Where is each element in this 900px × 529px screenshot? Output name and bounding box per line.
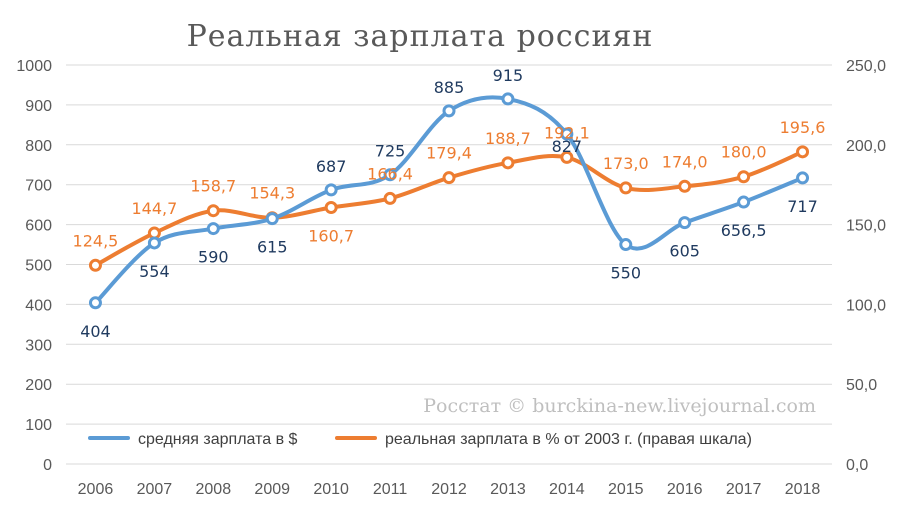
point-usd [678,216,692,230]
point-real [678,179,692,193]
data-label-real: 180,0 [721,143,767,162]
data-label-usd: 827 [552,137,583,156]
point-usd [737,195,751,209]
left-y-axis: 0 100 200 300 400 500 600 700 800 900 1000 [16,58,52,474]
point-usd [383,168,397,182]
data-label-usd: 656,5 [721,221,767,240]
x-tick-label: 2012 [431,481,467,498]
point-usd [147,236,161,250]
right-tick-label: 50,0 [846,377,877,394]
data-label-real: 166,4 [367,164,413,183]
x-tick-label: 2011 [373,481,408,498]
left-tick-label: 700 [25,178,52,195]
point-real [324,201,338,215]
x-tick-label: 2018 [785,481,821,498]
right-tick-label: 0,0 [846,457,868,474]
data-label-usd: 725 [375,142,406,161]
point-real [501,156,515,170]
point-real [442,171,456,185]
right-y-axis: 0,0 50,0 100,0 150,0 200,0 250,0 [846,58,886,474]
point-usd [206,222,220,236]
point-usd [560,127,574,141]
x-tick-label: 2017 [726,481,762,498]
x-tick-label: 2010 [313,481,349,498]
legend: средняя зарплата в $ реальная зарплата в… [88,431,752,448]
data-label-real: 158,7 [190,177,236,196]
left-tick-label: 800 [25,138,52,155]
x-axis: 2006 2007 2008 2009 2010 2011 2012 2013 2014 2015… [78,481,821,498]
data-label-real: 179,4 [426,144,472,163]
data-labels-layer: 404 554 590 615 687 725 885 915 827 550 605 656,5 71… [73,66,826,341]
data-label-usd: 885 [434,78,465,97]
left-tick-label: 200 [25,377,52,394]
data-label-usd: 550 [610,264,641,283]
data-label-usd: 590 [198,248,229,267]
point-usd [796,171,810,185]
x-tick-label: 2013 [490,481,526,498]
point-real [560,150,574,164]
data-label-real: 124,5 [73,231,119,250]
data-label-real: 188,7 [485,129,531,148]
right-tick-label: 200,0 [846,138,886,155]
point-usd [501,92,515,106]
point-usd [619,238,633,252]
data-label-usd: 554 [139,262,170,281]
point-real [619,181,633,195]
left-tick-label: 100 [25,417,52,434]
x-tick-label: 2007 [137,481,173,498]
point-real [206,204,220,218]
right-tick-label: 150,0 [846,218,886,235]
series-layer [88,92,810,310]
x-tick-label: 2006 [78,481,114,498]
left-tick-label: 400 [25,297,52,314]
data-label-real: 160,7 [308,227,354,246]
data-label-real: 144,7 [131,199,177,218]
point-usd [324,183,338,197]
left-tick-label: 1000 [16,58,52,75]
chart-title: Реальная зарплата россиян [187,19,654,54]
legend-label-real: реальная зарплата в % от 2003 г. (правая… [385,431,752,448]
point-usd [442,104,456,118]
right-tick-label: 100,0 [846,297,886,314]
grid-layer [66,64,832,465]
x-tick-label: 2016 [667,481,703,498]
data-label-usd: 605 [669,242,700,261]
point-usd [88,296,102,310]
point-usd [265,212,279,226]
data-label-real: 154,3 [249,184,295,203]
data-label-usd: 717 [787,197,818,216]
x-tick-label: 2015 [608,481,644,498]
source-annotation: Росстат © burckina-new.livejournal.com [423,395,816,417]
point-real [796,145,810,159]
series-line-usd [93,95,805,305]
data-label-usd: 615 [257,238,288,257]
x-tick-label: 2014 [549,481,585,498]
left-tick-label: 600 [25,218,52,235]
point-real [737,170,751,184]
data-label-usd: 687 [316,157,347,176]
x-tick-label: 2008 [196,481,232,498]
left-tick-label: 300 [25,337,52,354]
data-label-real: 192,1 [544,123,590,142]
data-label-real: 174,0 [662,152,708,171]
point-real [383,191,397,205]
x-tick-label: 2009 [254,481,290,498]
left-tick-label: 500 [25,258,52,275]
legend-label-usd: средняя зарплата в $ [138,431,298,448]
left-tick-label: 900 [25,98,52,115]
data-label-usd: 915 [493,66,524,85]
data-label-usd: 404 [80,322,111,341]
data-label-real: 195,6 [780,118,826,137]
right-tick-label: 250,0 [846,58,886,75]
point-real [88,258,102,272]
data-label-real: 173,0 [603,154,649,173]
left-tick-label: 0 [43,457,52,474]
